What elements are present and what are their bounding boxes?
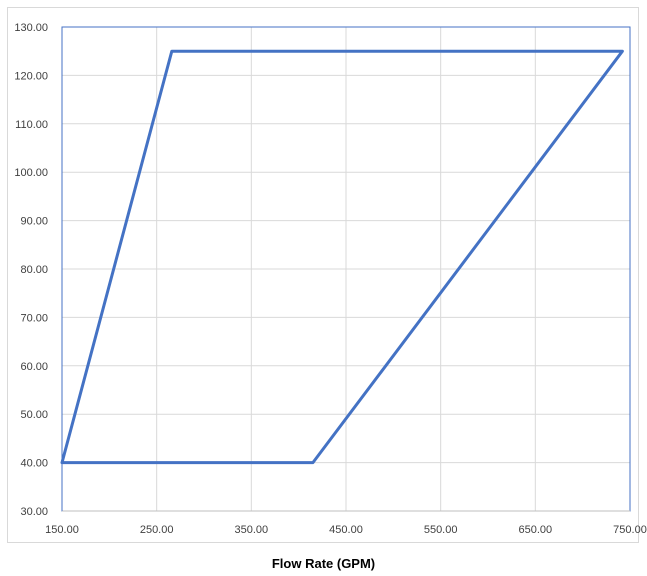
series-line [60, 49, 624, 465]
y-tick-label: 110.00 [15, 119, 48, 131]
x-tick-label: 650.00 [519, 524, 553, 536]
y-tick-label: 70.00 [20, 312, 48, 324]
y-tick-label: 60.00 [20, 361, 48, 373]
axes [61, 26, 631, 512]
x-tick-label: 350.00 [235, 524, 269, 536]
y-tick-label: 80.00 [20, 264, 48, 276]
x-tick-label: 150.00 [45, 524, 79, 536]
tick-labels: 150.00 250.00 350.00 450.00 550.00 650.00 750.… [14, 22, 646, 536]
y-tick-label: 50.00 [20, 409, 48, 421]
y-tick-label: 90.00 [20, 216, 48, 228]
y-tick-label: 120.00 [14, 70, 48, 82]
y-tick-label: 40.00 [20, 458, 48, 470]
x-axis-title: Flow Rate (GPM) [271, 556, 376, 571]
x-tick-label: 250.00 [140, 524, 174, 536]
y-tick-label: 130.00 [14, 22, 48, 34]
x-tick-label: 750.00 [613, 524, 647, 536]
x-tick-label: 550.00 [424, 524, 458, 536]
series-layer [60, 49, 624, 465]
y-tick-label: 30.00 [20, 506, 48, 518]
y-tick-label: 100.00 [14, 167, 48, 179]
x-tick-label: 450.00 [329, 524, 363, 536]
grid [61, 26, 631, 512]
